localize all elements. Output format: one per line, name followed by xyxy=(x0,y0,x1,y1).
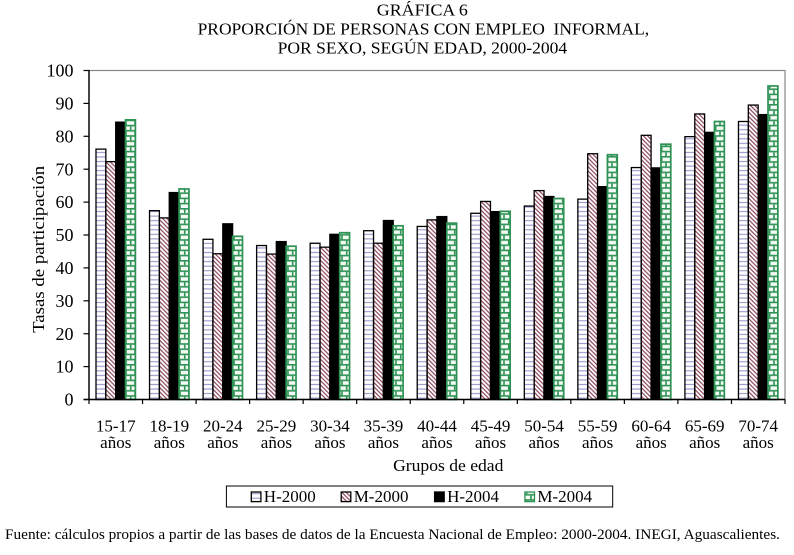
svg-text:30-34: 30-34 xyxy=(310,417,350,436)
svg-text:Fuente: cálculos propios a par: Fuente: cálculos propios a partir de las… xyxy=(5,527,780,543)
svg-text:años: años xyxy=(743,433,774,452)
svg-text:40: 40 xyxy=(56,258,74,278)
svg-text:años: años xyxy=(100,433,131,452)
svg-text:años: años xyxy=(528,433,559,452)
svg-text:M-2004: M-2004 xyxy=(537,487,592,506)
svg-text:35-39: 35-39 xyxy=(364,417,404,436)
svg-text:60: 60 xyxy=(56,192,74,212)
svg-text:70-74: 70-74 xyxy=(738,417,778,436)
svg-text:90: 90 xyxy=(56,94,74,114)
svg-text:55-59: 55-59 xyxy=(578,417,618,436)
svg-text:70: 70 xyxy=(56,159,74,179)
svg-text:GRÁFICA 6: GRÁFICA 6 xyxy=(377,1,468,20)
svg-text:100: 100 xyxy=(47,61,74,81)
svg-text:50: 50 xyxy=(56,225,74,245)
svg-text:10: 10 xyxy=(56,357,74,377)
svg-text:H-2000: H-2000 xyxy=(264,487,316,506)
svg-text:años: años xyxy=(582,433,613,452)
svg-text:años: años xyxy=(154,433,185,452)
svg-text:PROPORCIÓN DE PERSONAS CON EMP: PROPORCIÓN DE PERSONAS CON EMPLEO INFORM… xyxy=(198,20,649,39)
svg-text:80: 80 xyxy=(56,126,74,146)
svg-text:0: 0 xyxy=(65,390,74,410)
svg-text:60-64: 60-64 xyxy=(631,417,671,436)
svg-text:H-2004: H-2004 xyxy=(447,487,499,506)
svg-text:45-49: 45-49 xyxy=(471,417,511,436)
svg-text:años: años xyxy=(261,433,292,452)
svg-text:años: años xyxy=(207,433,238,452)
svg-text:años: años xyxy=(421,433,452,452)
svg-text:50-54: 50-54 xyxy=(524,417,564,436)
svg-text:años: años xyxy=(475,433,506,452)
svg-text:18-19: 18-19 xyxy=(149,417,189,436)
svg-text:40-44: 40-44 xyxy=(417,417,457,436)
svg-text:25-29: 25-29 xyxy=(257,417,297,436)
svg-text:POR SEXO, SEGÚN EDAD, 2000-200: POR SEXO, SEGÚN EDAD, 2000-2004 xyxy=(278,39,568,58)
svg-text:M-2000: M-2000 xyxy=(354,487,409,506)
svg-text:Tasas de participación: Tasas de participación xyxy=(29,165,48,333)
svg-text:15-17: 15-17 xyxy=(96,417,136,436)
svg-text:años: años xyxy=(689,433,720,452)
svg-text:30: 30 xyxy=(56,291,74,311)
svg-text:años: años xyxy=(314,433,345,452)
svg-text:Grupos de edad: Grupos de edad xyxy=(393,456,504,475)
svg-text:20-24: 20-24 xyxy=(203,417,243,436)
svg-text:20: 20 xyxy=(56,324,74,344)
svg-text:65-69: 65-69 xyxy=(685,417,725,436)
svg-text:años: años xyxy=(636,433,667,452)
svg-text:años: años xyxy=(368,433,399,452)
